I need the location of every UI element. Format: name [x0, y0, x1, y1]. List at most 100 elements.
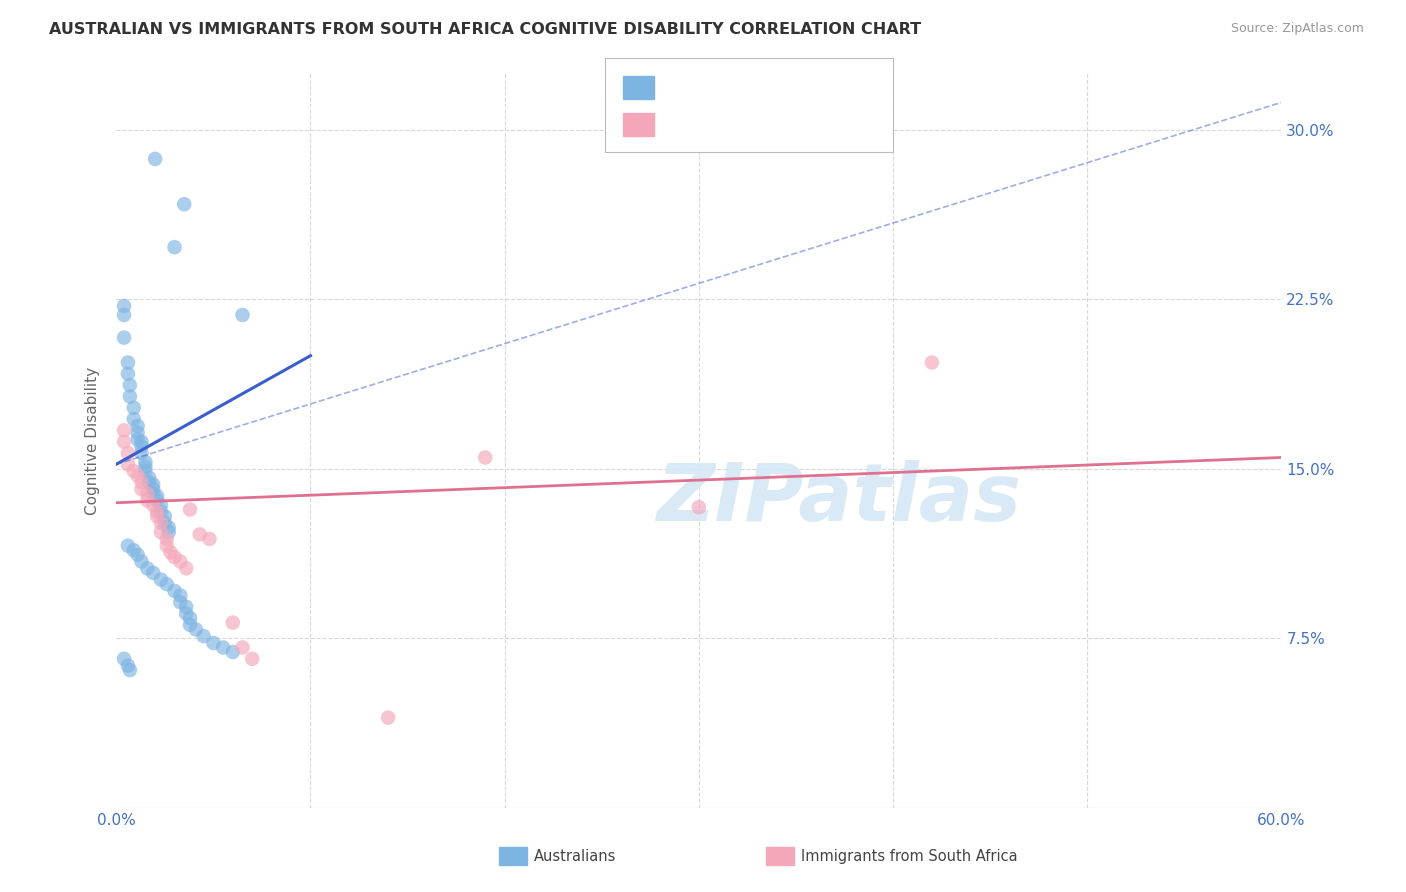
- Point: [122, 412, 145, 426]
- Point: [131, 446, 153, 460]
- Point: [112, 308, 135, 322]
- Text: Immigrants from South Africa: Immigrants from South Africa: [801, 849, 1018, 863]
- Text: 0.091: 0.091: [700, 113, 748, 128]
- Point: [198, 532, 221, 546]
- Point: [146, 489, 169, 503]
- Point: [136, 486, 159, 500]
- Point: [153, 516, 176, 530]
- Point: [131, 482, 153, 496]
- Point: [222, 645, 245, 659]
- Point: [142, 482, 165, 496]
- Point: [231, 640, 253, 655]
- Point: [143, 152, 166, 166]
- Point: [173, 197, 195, 211]
- Point: [474, 450, 496, 465]
- Point: [112, 423, 135, 437]
- Text: N =: N =: [763, 113, 797, 128]
- Point: [138, 475, 160, 490]
- Point: [157, 525, 180, 540]
- Point: [122, 401, 145, 415]
- Point: [179, 618, 201, 632]
- Point: [117, 658, 139, 673]
- Point: [112, 434, 135, 449]
- Text: Australians: Australians: [534, 849, 617, 863]
- Point: [142, 477, 165, 491]
- Point: [149, 498, 172, 512]
- Point: [149, 516, 172, 530]
- Point: [156, 577, 179, 591]
- Point: [122, 543, 145, 558]
- Point: [222, 615, 245, 630]
- Point: [202, 636, 225, 650]
- Point: [174, 561, 197, 575]
- Point: [212, 640, 235, 655]
- Point: [138, 471, 160, 485]
- Point: [921, 355, 943, 369]
- Point: [142, 486, 165, 500]
- Point: [146, 493, 169, 508]
- Point: [117, 539, 139, 553]
- Point: [118, 389, 141, 403]
- Point: [134, 459, 156, 474]
- Point: [142, 498, 165, 512]
- Point: [146, 509, 169, 524]
- Text: AUSTRALIAN VS IMMIGRANTS FROM SOUTH AFRICA COGNITIVE DISABILITY CORRELATION CHAR: AUSTRALIAN VS IMMIGRANTS FROM SOUTH AFRI…: [49, 22, 921, 37]
- Point: [118, 378, 141, 392]
- Point: [131, 439, 153, 453]
- Point: [127, 468, 149, 483]
- Point: [174, 607, 197, 621]
- Point: [377, 710, 399, 724]
- Point: [112, 330, 135, 344]
- Point: [127, 425, 149, 440]
- Text: N =: N =: [763, 74, 797, 88]
- Text: 59: 59: [799, 74, 820, 88]
- Text: ZIPatlas: ZIPatlas: [657, 460, 1021, 539]
- Text: Source: ZipAtlas.com: Source: ZipAtlas.com: [1230, 22, 1364, 36]
- Point: [118, 663, 141, 677]
- Point: [131, 475, 153, 490]
- Point: [188, 527, 211, 541]
- Point: [159, 545, 181, 559]
- Point: [134, 464, 156, 478]
- Point: [134, 455, 156, 469]
- Point: [169, 595, 191, 609]
- Point: [149, 573, 172, 587]
- Point: [149, 505, 172, 519]
- Point: [142, 566, 165, 580]
- Point: [179, 502, 201, 516]
- Point: [163, 240, 186, 254]
- Text: 31: 31: [799, 113, 820, 128]
- Point: [163, 583, 186, 598]
- Point: [240, 652, 263, 666]
- Point: [156, 539, 179, 553]
- Text: 0.160: 0.160: [700, 74, 748, 88]
- Point: [131, 555, 153, 569]
- Point: [117, 367, 139, 381]
- Point: [112, 652, 135, 666]
- Point: [169, 555, 191, 569]
- Point: [131, 434, 153, 449]
- Point: [688, 500, 710, 515]
- Point: [127, 548, 149, 562]
- Point: [127, 418, 149, 433]
- Point: [153, 509, 176, 524]
- Point: [157, 520, 180, 534]
- Text: R =: R =: [662, 113, 696, 128]
- Point: [112, 299, 135, 313]
- Point: [146, 505, 169, 519]
- Text: R =: R =: [662, 74, 696, 88]
- Point: [231, 308, 253, 322]
- Point: [149, 525, 172, 540]
- Point: [136, 493, 159, 508]
- Point: [136, 561, 159, 575]
- Point: [122, 464, 145, 478]
- Point: [163, 549, 186, 564]
- Point: [193, 629, 215, 643]
- Point: [117, 457, 139, 471]
- Point: [179, 611, 201, 625]
- Point: [117, 446, 139, 460]
- Point: [174, 599, 197, 614]
- Point: [127, 433, 149, 447]
- Point: [184, 623, 207, 637]
- Point: [156, 532, 179, 546]
